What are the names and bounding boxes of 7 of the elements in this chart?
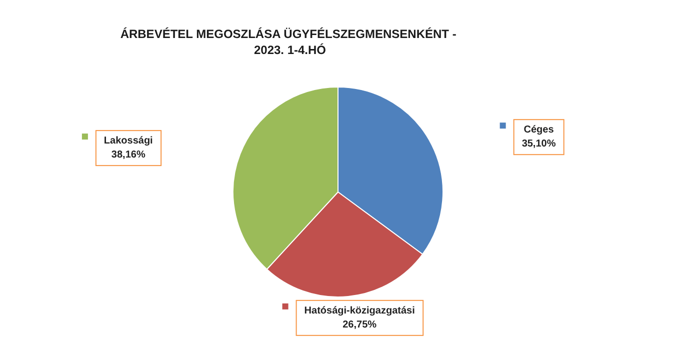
chart-title: ÁRBEVÉTEL MEGOSZLÁSA ÜGYFÉLSZEGMENSENKÉNT - 2023. 1-4.HÓ: [120, 27, 460, 57]
legend-label: Hatósági-közigazgatási: [304, 305, 416, 316]
data-label: 35,10%: [522, 138, 556, 150]
data-label: 26,75%: [342, 319, 377, 330]
legend-label: Céges: [524, 124, 554, 136]
legend-label: Lakossági: [104, 136, 154, 147]
data-label: 38,16%: [111, 150, 146, 161]
